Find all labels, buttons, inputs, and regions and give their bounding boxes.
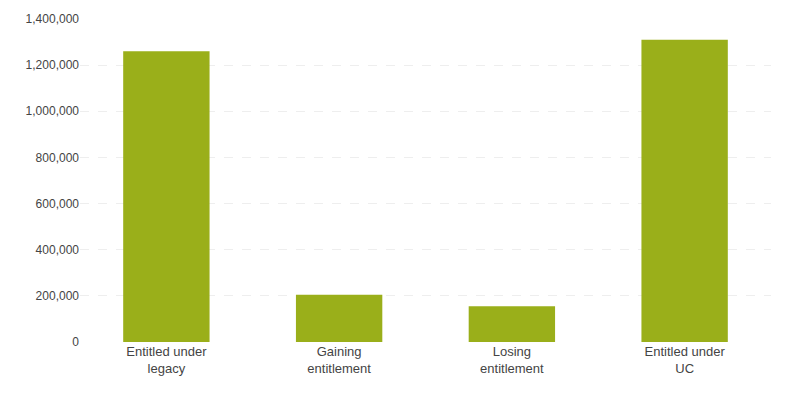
svg-text:1,000,000: 1,000,000	[26, 104, 80, 118]
svg-text:800,000: 800,000	[36, 151, 80, 165]
svg-text:Gainingentitlement: Gainingentitlement	[307, 344, 371, 376]
svg-text:1,200,000: 1,200,000	[26, 58, 80, 72]
svg-text:1,400,000: 1,400,000	[26, 12, 80, 26]
svg-text:0: 0	[72, 335, 79, 349]
svg-text:Entitled underlegacy: Entitled underlegacy	[126, 344, 207, 376]
svg-text:200,000: 200,000	[36, 289, 80, 303]
svg-text:400,000: 400,000	[36, 243, 80, 257]
svg-text:Entitled underUC: Entitled underUC	[645, 344, 726, 376]
svg-text:Losingentitlement: Losingentitlement	[480, 344, 544, 376]
svg-text:600,000: 600,000	[36, 197, 80, 211]
